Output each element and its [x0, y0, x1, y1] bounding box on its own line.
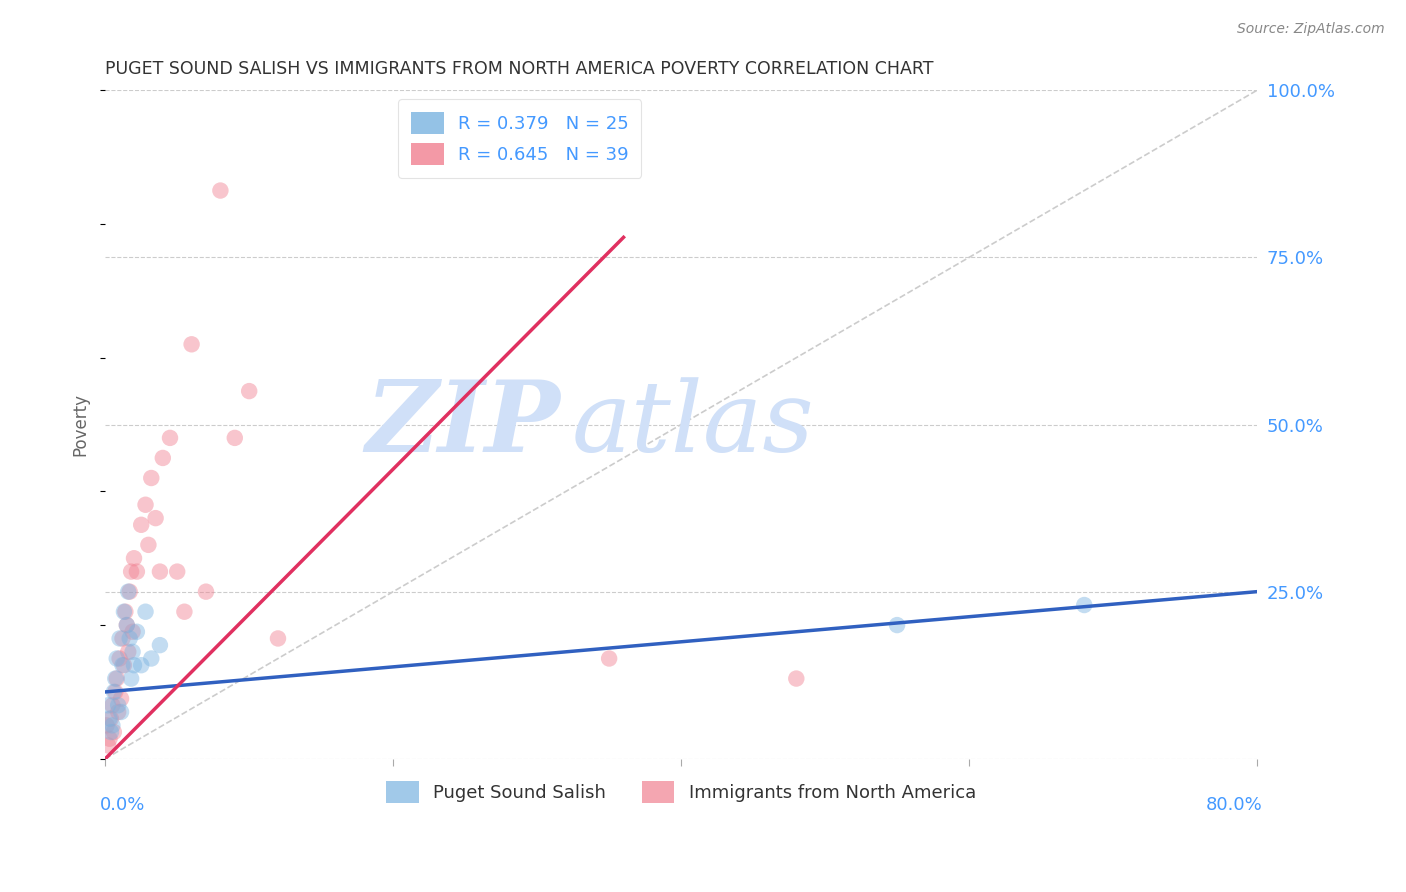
Point — [111, 658, 134, 673]
Point — [122, 658, 145, 673]
Point — [121, 624, 143, 639]
Point — [108, 632, 131, 646]
Text: 80.0%: 80.0% — [1206, 796, 1263, 814]
Point — [118, 584, 141, 599]
Point — [112, 658, 135, 673]
Point — [598, 651, 620, 665]
Point — [110, 691, 132, 706]
Text: atlas: atlas — [572, 377, 814, 472]
Y-axis label: Poverty: Poverty — [72, 393, 89, 456]
Point — [104, 672, 127, 686]
Point — [105, 651, 128, 665]
Point — [103, 685, 125, 699]
Point — [98, 731, 121, 746]
Point — [1073, 598, 1095, 612]
Point — [135, 605, 157, 619]
Point — [97, 739, 120, 753]
Point — [129, 658, 152, 673]
Point — [121, 645, 143, 659]
Text: ZIP: ZIP — [366, 376, 560, 473]
Point — [101, 698, 124, 713]
Point — [115, 618, 138, 632]
Point — [238, 384, 260, 398]
Text: PUGET SOUND SALISH VS IMMIGRANTS FROM NORTH AMERICA POVERTY CORRELATION CHART: PUGET SOUND SALISH VS IMMIGRANTS FROM NO… — [105, 60, 934, 78]
Point — [120, 672, 142, 686]
Point — [100, 725, 122, 739]
Point — [107, 698, 129, 713]
Point — [103, 725, 125, 739]
Point — [224, 431, 246, 445]
Point — [101, 718, 124, 732]
Point — [129, 517, 152, 532]
Point — [141, 471, 163, 485]
Point — [141, 651, 163, 665]
Text: 0.0%: 0.0% — [100, 796, 145, 814]
Point — [125, 565, 148, 579]
Point — [180, 337, 202, 351]
Point — [209, 184, 232, 198]
Point — [166, 565, 188, 579]
Point — [122, 551, 145, 566]
Point — [886, 618, 908, 632]
Text: Source: ZipAtlas.com: Source: ZipAtlas.com — [1237, 22, 1385, 37]
Point — [98, 712, 121, 726]
Point — [104, 685, 127, 699]
Point — [105, 672, 128, 686]
Point — [195, 584, 218, 599]
Point — [135, 498, 157, 512]
Point — [125, 624, 148, 639]
Point — [138, 538, 160, 552]
Point — [267, 632, 290, 646]
Point — [149, 638, 172, 652]
Point — [149, 565, 172, 579]
Point — [117, 645, 139, 659]
Point — [108, 651, 131, 665]
Point — [96, 718, 118, 732]
Point — [117, 584, 139, 599]
Point — [112, 605, 135, 619]
Point — [785, 672, 807, 686]
Point — [152, 450, 174, 465]
Point — [100, 712, 122, 726]
Point — [118, 632, 141, 646]
Point — [120, 565, 142, 579]
Point — [107, 705, 129, 719]
Point — [159, 431, 181, 445]
Point — [115, 618, 138, 632]
Legend: Puget Sound Salish, Immigrants from North America: Puget Sound Salish, Immigrants from Nort… — [378, 773, 983, 810]
Point — [145, 511, 167, 525]
Point — [111, 632, 134, 646]
Point — [110, 705, 132, 719]
Point — [97, 698, 120, 713]
Point — [114, 605, 136, 619]
Point — [173, 605, 195, 619]
